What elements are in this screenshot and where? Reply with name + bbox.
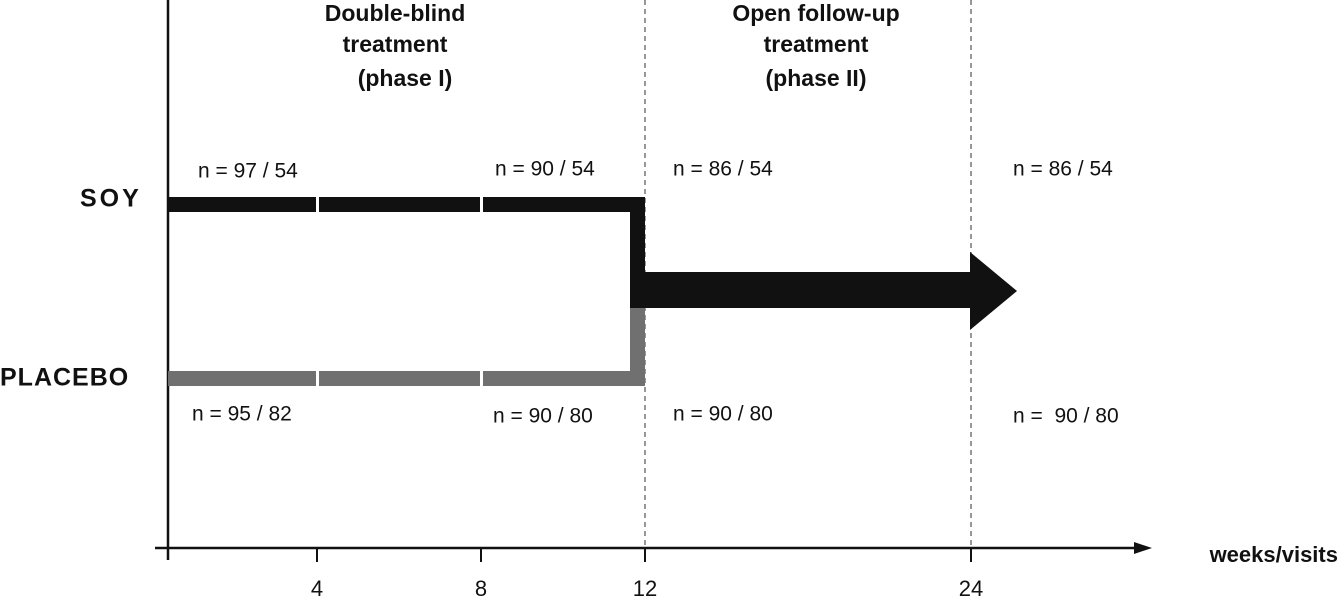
group-label: SOY bbox=[80, 185, 142, 213]
count-label: n = 86 / 54 bbox=[1013, 158, 1113, 181]
tick-label: 12 bbox=[633, 576, 657, 601]
count-label: n = 86 / 54 bbox=[673, 158, 773, 181]
phase-title: treatment bbox=[764, 31, 869, 57]
count-label: n = 90 / 80 bbox=[673, 403, 773, 426]
count-label: n = 90 / 80 bbox=[1013, 405, 1119, 428]
count-label: n = 95 / 82 bbox=[192, 403, 292, 426]
visit-gap bbox=[316, 195, 319, 214]
placebo-connector bbox=[630, 300, 645, 386]
tick-label: 8 bbox=[475, 576, 487, 601]
tick-marks bbox=[316, 548, 972, 562]
phase-title: treatment bbox=[343, 31, 448, 57]
phase-title: Open follow-up bbox=[732, 0, 899, 26]
placebo-bar bbox=[168, 371, 645, 386]
count-label: n = 90 / 80 bbox=[493, 405, 593, 428]
tick-label: 4 bbox=[311, 576, 323, 601]
axis-title: weeks/visits bbox=[1209, 542, 1338, 567]
count-label: n = 97 / 54 bbox=[198, 160, 298, 183]
axis-arrow bbox=[1134, 542, 1152, 554]
phase-title: Double-blind bbox=[325, 0, 466, 26]
count-label: n = 90 / 54 bbox=[495, 158, 595, 181]
visit-gap bbox=[480, 369, 483, 388]
follow-up-arrow bbox=[630, 252, 1017, 330]
visit-gap bbox=[480, 195, 483, 214]
visit-gap bbox=[316, 369, 319, 388]
tick-label: 24 bbox=[959, 576, 983, 601]
soy-bar bbox=[168, 197, 645, 212]
group-label: PLACEBO bbox=[0, 364, 129, 392]
phase-title: (phase I) bbox=[358, 65, 453, 91]
phase-title: (phase II) bbox=[766, 65, 867, 91]
